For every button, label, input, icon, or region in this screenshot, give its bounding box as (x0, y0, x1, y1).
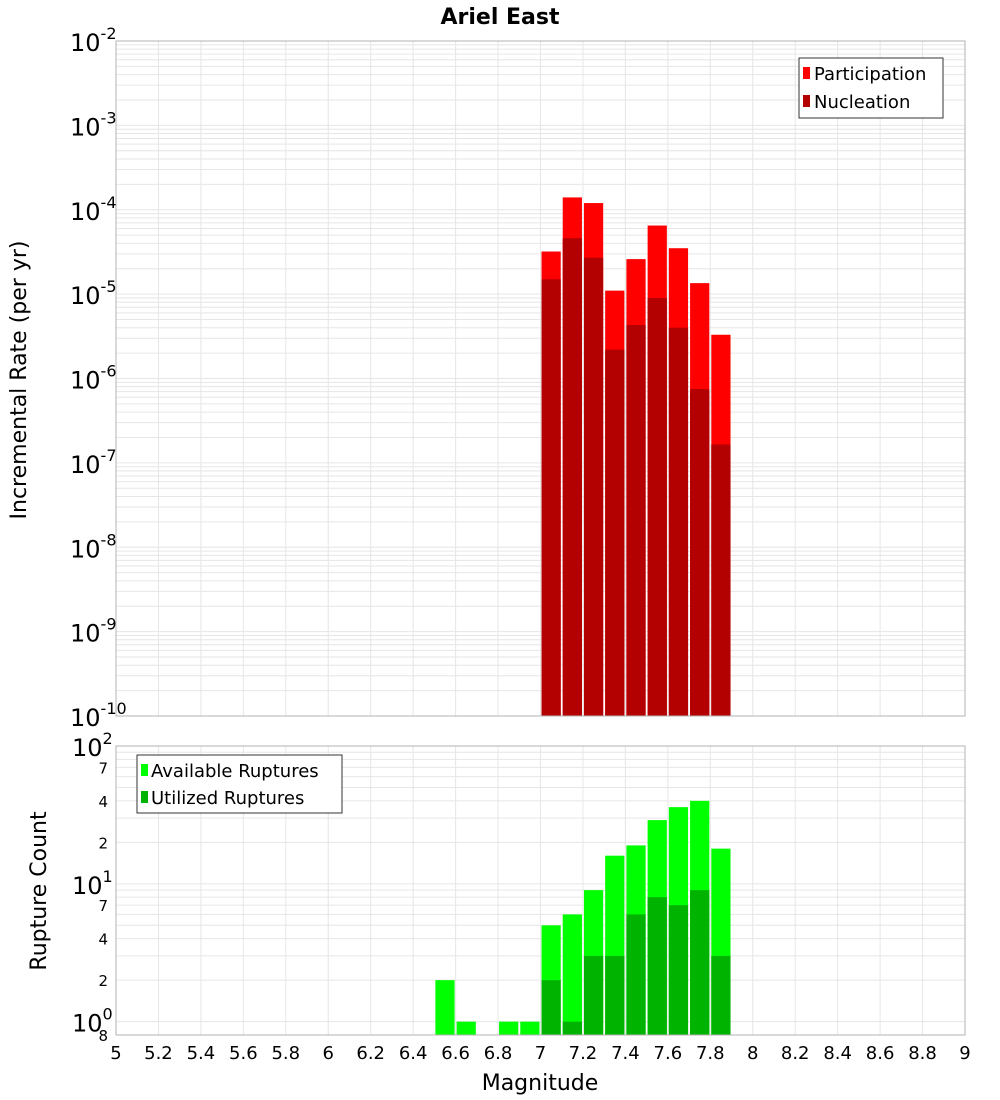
available-ruptures-bar (456, 1021, 476, 1035)
x-tick-label: 8.4 (823, 1043, 852, 1064)
legend-label-utilized: Utilized Ruptures (151, 788, 304, 809)
legend-swatch-utilized (141, 791, 148, 803)
top-legend: Participation Nucleation (798, 57, 944, 119)
utilized-ruptures-bar (626, 914, 646, 1035)
top-grid (115, 41, 966, 717)
bottom-y-tick-label: 8 (98, 1027, 108, 1045)
x-tick-label: 5.8 (271, 1043, 300, 1064)
top-y-tick-label: 10-2 (70, 24, 117, 57)
x-tick-label: 9 (959, 1043, 970, 1064)
bottom-y-tick-label: 102 (72, 729, 113, 762)
x-tick-label: 5 (110, 1043, 121, 1064)
x-tick-label: 7.8 (696, 1043, 725, 1064)
chart-title: Ariel East (440, 5, 560, 30)
x-tick-label: 8.6 (866, 1043, 895, 1064)
nucleation-bar (562, 238, 582, 716)
legend-swatch-nucleation (803, 95, 810, 107)
bottom-legend-box (136, 754, 343, 814)
bottom-y-tick-label: 4 (98, 793, 108, 811)
bottom-y-tick-label: 100 (72, 1005, 113, 1038)
x-tick-label: 7.6 (654, 1043, 683, 1064)
legend-swatch-available (141, 764, 148, 776)
available-ruptures-bar (499, 1021, 519, 1035)
bottom-y-tick-label: 2 (98, 834, 108, 852)
x-tick-label: 6.6 (441, 1043, 470, 1064)
top-y-ticks: 10-10 10-9 10-8 10-7 10-6 10-5 10-4 10-3 10-2 (70, 24, 127, 732)
utilized-ruptures-bar (562, 1021, 582, 1035)
top-y-tick-label: 10-3 (70, 108, 117, 141)
x-tick-label: 5.6 (229, 1043, 258, 1064)
x-tick-label: 5.2 (144, 1043, 173, 1064)
legend-label-available: Available Ruptures (151, 761, 319, 782)
top-y-tick-label: 10-5 (70, 277, 117, 310)
available-ruptures-bar (562, 914, 582, 1035)
bottom-y-tick-label: 2 (98, 972, 108, 990)
bottom-y-tick-label: 7 (98, 897, 108, 915)
x-tick-label: 6.4 (399, 1043, 428, 1064)
top-y-tick-label: 10-10 (70, 699, 127, 732)
bottom-y-tick-label: 4 (98, 931, 108, 949)
bottom-legend: Available Ruptures Utilized Ruptures (136, 754, 343, 814)
available-ruptures-bar (435, 980, 455, 1035)
bottom-bars (435, 800, 731, 1035)
nucleation-bar (647, 297, 667, 716)
top-y-tick-label: 10-8 (70, 530, 117, 563)
nucleation-bar (626, 325, 646, 716)
x-tick-label: 8.8 (908, 1043, 937, 1064)
x-tick-label: 6.2 (356, 1043, 385, 1064)
x-tick-label: 8 (747, 1043, 758, 1064)
legend-label-nucleation: Nucleation (814, 92, 910, 113)
utilized-ruptures-bar (690, 890, 710, 1035)
top-y-axis-label: Incremental Rate (per yr) (7, 241, 32, 520)
nucleation-bar (605, 349, 625, 716)
x-tick-label: 6 (323, 1043, 334, 1064)
utilized-ruptures-bar (583, 955, 604, 1035)
top-y-tick-label: 10-7 (70, 446, 117, 479)
bottom-y-axis-label: Rupture Count (27, 811, 52, 971)
top-plot-frame (115, 40, 966, 717)
bottom-y-tick-label: 7 (98, 759, 108, 777)
legend-label-participation: Participation (814, 64, 926, 85)
x-tick-label: 8.2 (781, 1043, 810, 1064)
nucleation-bar (668, 327, 689, 716)
top-y-tick-label: 10-4 (70, 193, 117, 226)
x-tick-label: 7.2 (569, 1043, 598, 1064)
x-tick-label: 7.4 (611, 1043, 640, 1064)
available-ruptures-bar (520, 1021, 540, 1035)
utilized-ruptures-bar (541, 980, 561, 1035)
top-legend-box (798, 57, 944, 119)
x-tick-label: 6.8 (484, 1043, 513, 1064)
bottom-y-tick-label: 101 (72, 867, 113, 900)
legend-swatch-participation (803, 67, 810, 79)
utilized-ruptures-bar (605, 955, 625, 1035)
nucleation-bar (711, 444, 731, 716)
nucleation-bar (583, 257, 604, 716)
top-y-tick-label: 10-9 (70, 615, 117, 648)
utilized-ruptures-bar (711, 955, 731, 1035)
x-tick-label: 7 (535, 1043, 546, 1064)
x-axis-label: Magnitude (482, 1071, 599, 1096)
nucleation-bar (541, 279, 561, 716)
nucleation-bar (690, 389, 710, 716)
top-y-tick-label: 10-6 (70, 362, 117, 395)
bottom-x-ticks: 5 5.2 5.4 5.6 5.8 6 6.2 6.4 6.6 6.8 7 7.2 7.4 7.6 7.8 8… (110, 1043, 970, 1064)
bottom-plot-frame (115, 745, 966, 1036)
utilized-ruptures-bar (668, 905, 689, 1035)
top-bars (541, 197, 731, 717)
x-tick-label: 5.4 (187, 1043, 216, 1064)
utilized-ruptures-bar (647, 897, 667, 1035)
